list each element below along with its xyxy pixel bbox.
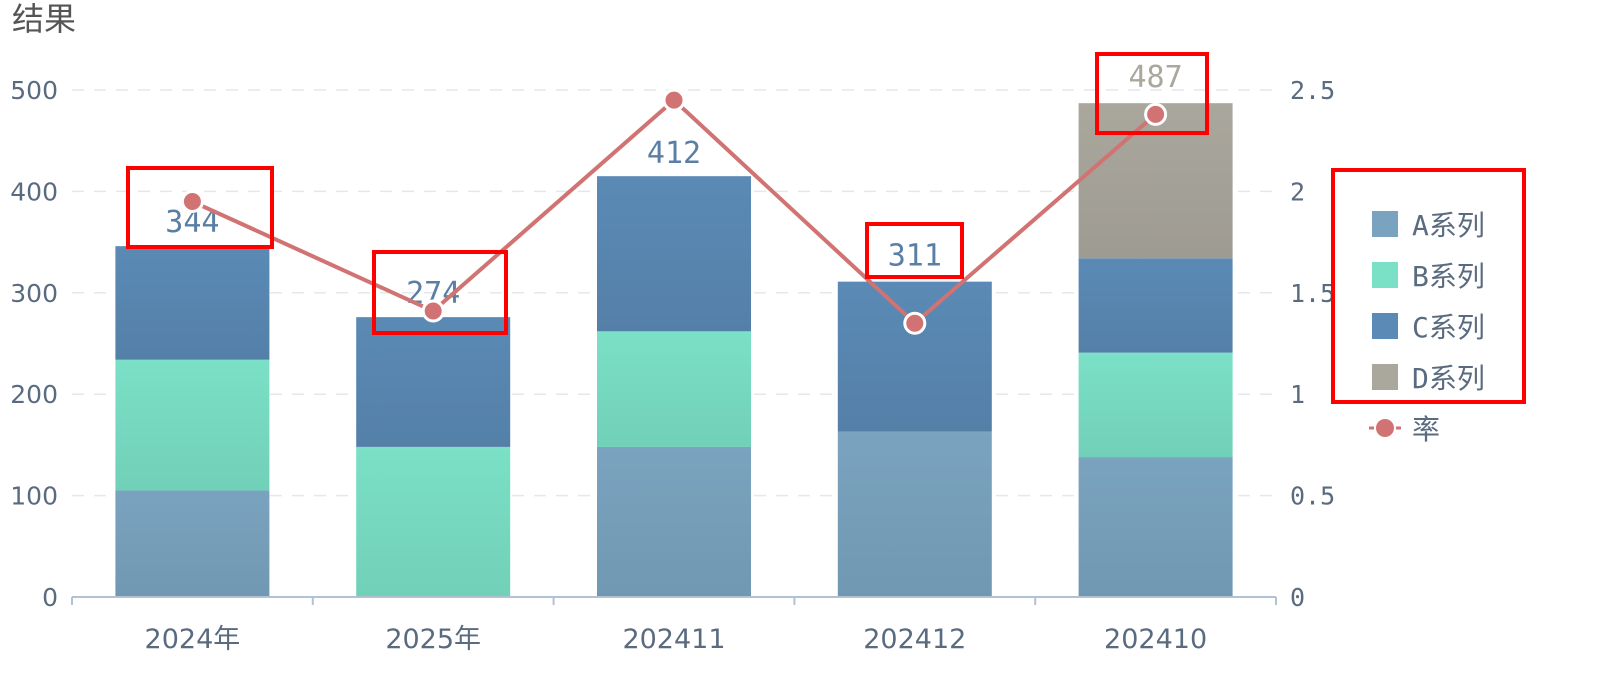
legend-swatch bbox=[1372, 262, 1398, 288]
legend-swatch bbox=[1372, 364, 1398, 390]
legend-label: C系列 bbox=[1412, 311, 1485, 344]
bar-segment bbox=[356, 317, 511, 447]
right-axis-tick-label: 1 bbox=[1290, 380, 1305, 409]
left-axis-tick-label: 300 bbox=[10, 279, 58, 308]
left-axis-tick-label: 0 bbox=[42, 583, 58, 612]
highlight-box bbox=[865, 222, 964, 279]
highlight-box bbox=[1095, 52, 1209, 135]
right-axis-tick-label: 0.5 bbox=[1290, 482, 1335, 511]
x-axis-tick-label: 2024年 bbox=[145, 624, 241, 655]
bar-total-label: 412 bbox=[647, 136, 701, 171]
legend-swatch bbox=[1372, 211, 1398, 237]
bar-segment bbox=[597, 331, 751, 447]
rate-point bbox=[421, 299, 445, 323]
bar-segment bbox=[1078, 352, 1233, 458]
right-axis-tick-label: 1.5 bbox=[1290, 279, 1335, 308]
legend-label: 率 bbox=[1412, 413, 1440, 446]
legend-line-marker bbox=[1376, 419, 1394, 437]
left-axis-tick-label: 500 bbox=[10, 76, 58, 105]
chart-title: 结果 bbox=[12, 0, 77, 38]
highlight-box bbox=[126, 166, 274, 249]
highlight-box bbox=[372, 250, 508, 335]
legend-swatch bbox=[1372, 313, 1398, 339]
bar-segment bbox=[837, 431, 992, 597]
x-axis-tick-label: 2025年 bbox=[385, 624, 481, 655]
left-axis-tick-label: 200 bbox=[10, 380, 58, 409]
bar-segment bbox=[597, 446, 751, 597]
right-axis-tick-label: 2 bbox=[1290, 177, 1305, 206]
legend-highlight-box bbox=[1331, 168, 1526, 404]
left-axis-tick-label: 100 bbox=[10, 482, 58, 511]
bar-segment bbox=[837, 281, 992, 432]
right-axis-tick-label: 0 bbox=[1290, 583, 1305, 612]
x-axis-tick-label: 202411 bbox=[622, 624, 725, 655]
x-axis-tick-label: 202412 bbox=[863, 624, 966, 655]
rate-point bbox=[180, 190, 204, 214]
bar-segment bbox=[1078, 103, 1233, 259]
rate-point bbox=[1144, 102, 1168, 126]
x-axis-tick-label: 202410 bbox=[1104, 624, 1207, 655]
bar-segment bbox=[356, 446, 511, 597]
bar-total-label: 487 bbox=[1129, 60, 1183, 95]
legend-label: A系列 bbox=[1412, 209, 1485, 242]
left-axis-tick-label: 400 bbox=[10, 177, 58, 206]
right-axis-tick-label: 2.5 bbox=[1290, 76, 1335, 105]
bar-segment bbox=[597, 176, 751, 332]
bar-total-label: 311 bbox=[888, 239, 942, 274]
rate-point bbox=[662, 88, 686, 112]
legend-label: B系列 bbox=[1412, 260, 1485, 293]
rate-point bbox=[903, 311, 927, 335]
bar-segment bbox=[115, 490, 270, 597]
bar-segment bbox=[115, 359, 270, 491]
bar-segment bbox=[1078, 457, 1233, 597]
bar-segment bbox=[1078, 258, 1233, 353]
legend-label: D系列 bbox=[1412, 362, 1485, 395]
bar-segment bbox=[115, 246, 270, 360]
